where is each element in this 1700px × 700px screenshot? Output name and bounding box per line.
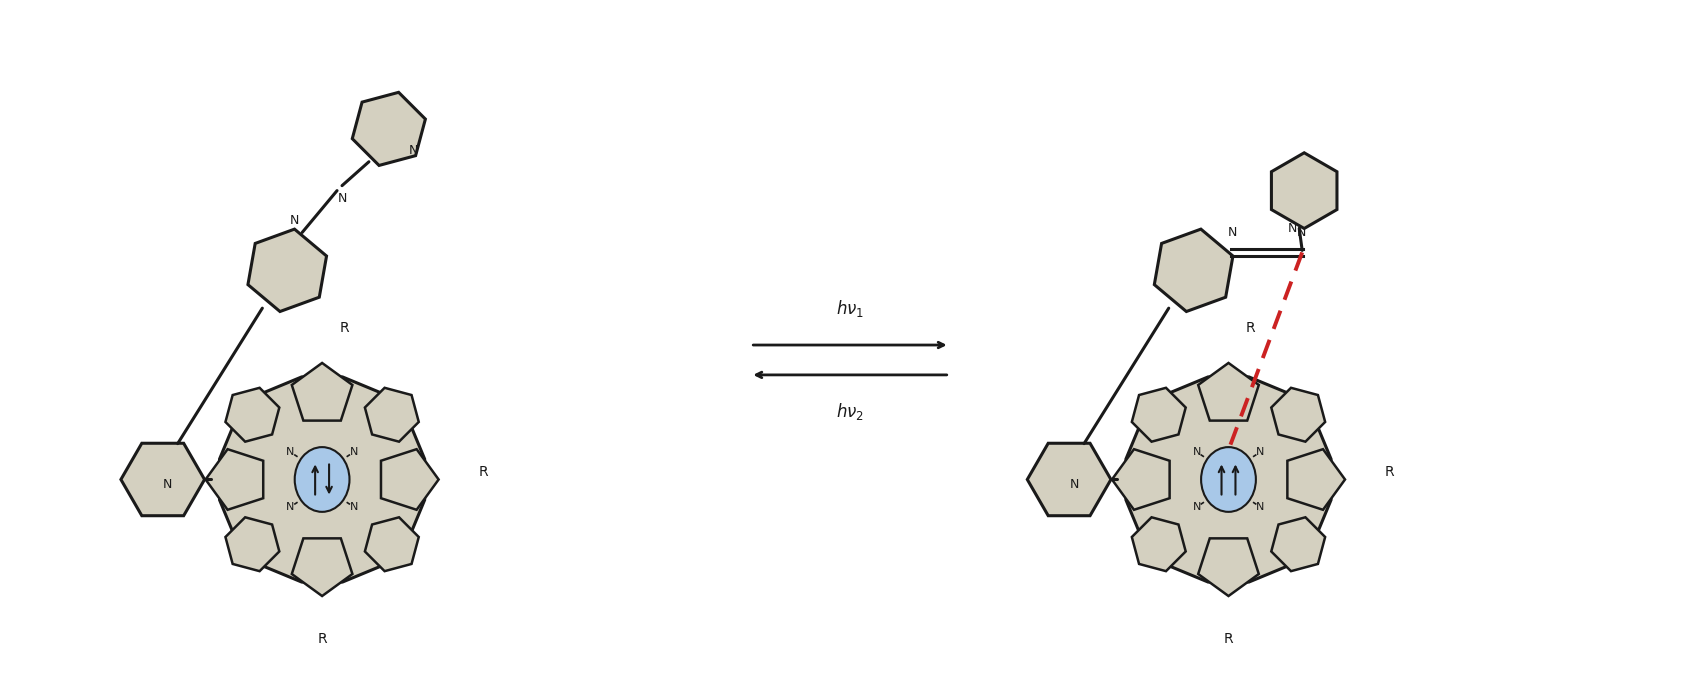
Text: R: R [479, 465, 488, 479]
Polygon shape [1132, 517, 1185, 571]
Text: N: N [350, 503, 359, 512]
Polygon shape [292, 538, 352, 596]
Ellipse shape [294, 447, 350, 512]
Text: $h\nu_2$: $h\nu_2$ [836, 401, 864, 422]
Text: N: N [1069, 478, 1080, 491]
Text: $h\nu_1$: $h\nu_1$ [836, 298, 864, 318]
Text: N: N [286, 447, 294, 456]
Text: N: N [337, 192, 347, 205]
Polygon shape [352, 92, 425, 165]
Polygon shape [1198, 538, 1258, 596]
Text: N: N [286, 503, 294, 512]
Polygon shape [366, 388, 418, 442]
Text: R: R [1224, 632, 1232, 646]
Polygon shape [219, 377, 425, 582]
Text: N: N [410, 144, 418, 158]
Text: R: R [318, 632, 326, 646]
Polygon shape [1112, 449, 1170, 510]
Polygon shape [226, 388, 279, 442]
Polygon shape [226, 517, 279, 571]
Text: N: N [1256, 447, 1265, 456]
Text: R: R [1246, 321, 1255, 335]
Text: N: N [163, 478, 172, 491]
Polygon shape [1272, 517, 1326, 571]
Polygon shape [366, 517, 418, 571]
Polygon shape [1198, 363, 1258, 421]
Polygon shape [1272, 153, 1336, 228]
Polygon shape [1272, 388, 1326, 442]
Text: R: R [1386, 465, 1394, 479]
Polygon shape [292, 363, 352, 421]
Polygon shape [121, 443, 204, 516]
Polygon shape [1132, 388, 1185, 442]
Text: N: N [1256, 503, 1265, 512]
Polygon shape [206, 449, 264, 510]
Text: N: N [1297, 226, 1306, 239]
Polygon shape [1125, 377, 1331, 582]
Text: N: N [289, 214, 299, 227]
Polygon shape [1027, 443, 1112, 516]
Text: N: N [1192, 447, 1200, 456]
Ellipse shape [1202, 447, 1256, 512]
Polygon shape [248, 229, 326, 312]
Text: N: N [1287, 222, 1297, 235]
Text: N: N [1192, 503, 1200, 512]
Polygon shape [381, 449, 439, 510]
Text: N: N [350, 447, 359, 456]
Polygon shape [1287, 449, 1345, 510]
Text: R: R [340, 321, 348, 335]
Polygon shape [1154, 229, 1232, 312]
Text: N: N [1227, 226, 1238, 239]
